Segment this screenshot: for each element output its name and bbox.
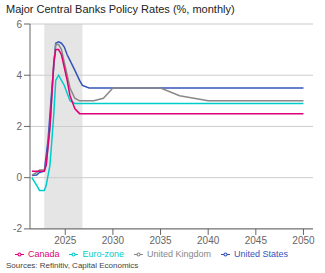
- svg-text:2050: 2050: [292, 235, 315, 246]
- svg-text:2040: 2040: [197, 235, 220, 246]
- svg-text:2025: 2025: [54, 235, 77, 246]
- html-text:United States: United States: [234, 248, 289, 259]
- svg-text:0: 0: [16, 172, 22, 183]
- html-text:Euro-zone: Euro-zone: [82, 248, 124, 259]
- svg-text:4: 4: [16, 70, 22, 81]
- html-text:Sources: Refinitiv, Capital Ec: Sources: Refinitiv, Capital Economics: [6, 261, 139, 270]
- svg-text:2030: 2030: [102, 235, 125, 246]
- html-text:Major Central Banks Policy Rat: Major Central Banks Policy Rates (%, mon…: [6, 3, 235, 15]
- svg-text:6: 6: [16, 19, 22, 30]
- html-text:Canada: Canada: [27, 248, 60, 259]
- svg-text:-2: -2: [13, 223, 22, 234]
- svg-text:2: 2: [16, 121, 22, 132]
- html-text:United Kingdom: United Kingdom: [147, 248, 211, 259]
- svg-text:2045: 2045: [245, 235, 268, 246]
- svg-text:2035: 2035: [149, 235, 172, 246]
